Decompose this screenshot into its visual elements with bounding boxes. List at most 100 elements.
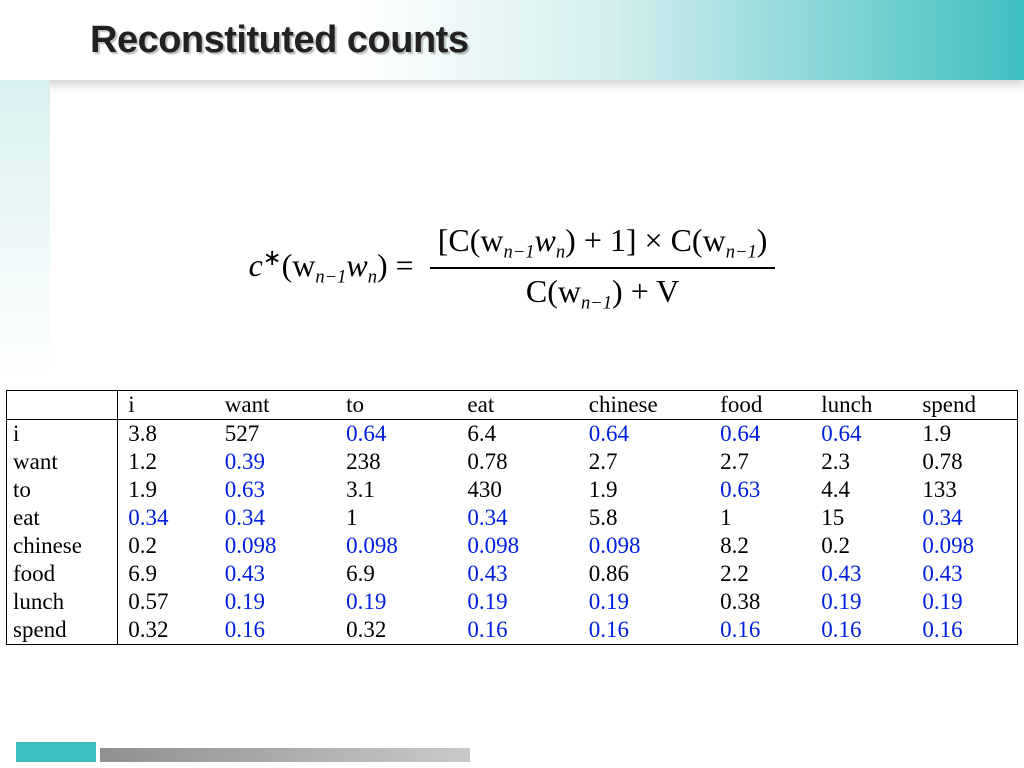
table-cell: 0.19 [340, 588, 461, 616]
table-corner-cell [7, 391, 118, 420]
row-header: food [7, 560, 118, 588]
table-row: chinese0.20.0980.0980.0980.0988.20.20.09… [7, 532, 1018, 560]
table-cell: 0.78 [916, 448, 1017, 476]
row-header: spend [7, 616, 118, 645]
table-cell: 0.16 [916, 616, 1017, 645]
table-cell: 6.9 [340, 560, 461, 588]
table-row: food6.90.436.90.430.862.20.430.43 [7, 560, 1018, 588]
table-cell: 133 [916, 476, 1017, 504]
table-cell: 0.57 [118, 588, 219, 616]
table-cell: 1.9 [118, 476, 219, 504]
table-row: eat0.340.3410.345.81150.34 [7, 504, 1018, 532]
row-header: chinese [7, 532, 118, 560]
table-cell: 0.098 [340, 532, 461, 560]
slide-title: Reconstituted counts [90, 19, 468, 62]
footer-gray-bar [100, 748, 470, 762]
table-cell: 0.64 [583, 420, 714, 449]
column-header: food [714, 391, 815, 420]
table-cell: 0.19 [219, 588, 340, 616]
table-cell: 0.63 [714, 476, 815, 504]
table-cell: 0.34 [219, 504, 340, 532]
table-cell: 0.43 [916, 560, 1017, 588]
table-cell: 0.64 [714, 420, 815, 449]
table-cell: 0.32 [118, 616, 219, 645]
table-cell: 0.32 [340, 616, 461, 645]
equals-sign: = [396, 247, 422, 283]
table-cell: 0.38 [714, 588, 815, 616]
table-cell: 238 [340, 448, 461, 476]
table-row: lunch0.570.190.190.190.190.380.190.19 [7, 588, 1018, 616]
table-cell: 3.8 [118, 420, 219, 449]
slide-footer [0, 736, 1024, 762]
table-cell: 5.8 [583, 504, 714, 532]
formula-fraction: [C(wn−1wn) + 1] × C(wn−1) C(wn−1) + V [430, 220, 776, 317]
table-cell: 0.43 [815, 560, 916, 588]
table-cell: 6.4 [461, 420, 582, 449]
table-cell: 0.098 [219, 532, 340, 560]
row-header: eat [7, 504, 118, 532]
table-cell: 430 [461, 476, 582, 504]
table-cell: 0.63 [219, 476, 340, 504]
table-cell: 3.1 [340, 476, 461, 504]
table-cell: 1 [714, 504, 815, 532]
table-cell: 0.16 [461, 616, 582, 645]
row-header: want [7, 448, 118, 476]
column-header: want [219, 391, 340, 420]
table-cell: 0.64 [340, 420, 461, 449]
table-cell: 527 [219, 420, 340, 449]
column-header: lunch [815, 391, 916, 420]
table-cell: 0.19 [916, 588, 1017, 616]
table-cell: 0.34 [118, 504, 219, 532]
table-cell: 0.16 [583, 616, 714, 645]
table-cell: 1.9 [583, 476, 714, 504]
table-row: to1.90.633.14301.90.634.4133 [7, 476, 1018, 504]
table-cell: 0.43 [219, 560, 340, 588]
table-cell: 0.19 [583, 588, 714, 616]
table-cell: 0.78 [461, 448, 582, 476]
formula-denominator: C(wn−1) + V [430, 269, 776, 316]
table-cell: 0.19 [461, 588, 582, 616]
table-cell: 2.7 [583, 448, 714, 476]
table-cell: 0.16 [714, 616, 815, 645]
table-row: i3.85270.646.40.640.640.641.9 [7, 420, 1018, 449]
table-cell: 0.098 [916, 532, 1017, 560]
table-cell: 15 [815, 504, 916, 532]
bigram-counts-table: iwanttoeatchinesefoodlunchspend i3.85270… [6, 390, 1018, 645]
table-cell: 0.43 [461, 560, 582, 588]
table-cell: 0.098 [461, 532, 582, 560]
table-cell: 0.19 [815, 588, 916, 616]
formula-lhs: c∗(wn−1wn) [249, 247, 396, 283]
column-header: eat [461, 391, 582, 420]
title-bar: Reconstituted counts [0, 0, 1024, 80]
table-cell: 2.7 [714, 448, 815, 476]
row-header: lunch [7, 588, 118, 616]
table-row: spend0.320.160.320.160.160.160.160.16 [7, 616, 1018, 645]
column-header: spend [916, 391, 1017, 420]
table-cell: 0.098 [583, 532, 714, 560]
table-cell: 1 [340, 504, 461, 532]
table-cell: 1.2 [118, 448, 219, 476]
column-header: i [118, 391, 219, 420]
table-cell: 0.2 [118, 532, 219, 560]
table-cell: 2.2 [714, 560, 815, 588]
column-header: to [340, 391, 461, 420]
formula-numerator: [C(wn−1wn) + 1] × C(wn−1) [430, 220, 776, 269]
table-cell: 0.39 [219, 448, 340, 476]
table-cell: 8.2 [714, 532, 815, 560]
table-cell: 2.3 [815, 448, 916, 476]
bigram-table-container: iwanttoeatchinesefoodlunchspend i3.85270… [6, 390, 1018, 645]
slide-content: c∗(wn−1wn) = [C(wn−1wn) + 1] × C(wn−1) C… [0, 80, 1024, 768]
table-row: want1.20.392380.782.72.72.30.78 [7, 448, 1018, 476]
table-header-row: iwanttoeatchinesefoodlunchspend [7, 391, 1018, 420]
table-cell: 4.4 [815, 476, 916, 504]
row-header: i [7, 420, 118, 449]
row-header: to [7, 476, 118, 504]
table-cell: 0.2 [815, 532, 916, 560]
table-cell: 0.16 [219, 616, 340, 645]
column-header: chinese [583, 391, 714, 420]
table-cell: 0.64 [815, 420, 916, 449]
table-cell: 0.34 [461, 504, 582, 532]
table-cell: 6.9 [118, 560, 219, 588]
table-cell: 0.86 [583, 560, 714, 588]
footer-teal-block [16, 742, 96, 762]
